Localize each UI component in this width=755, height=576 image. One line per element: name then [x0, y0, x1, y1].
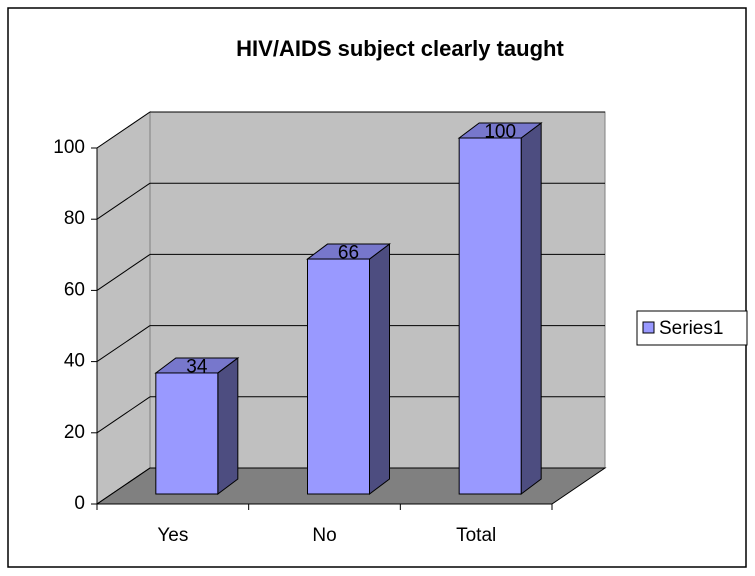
y-tick-label: 80 — [64, 208, 85, 229]
bar — [307, 258, 370, 495]
grid-line — [96, 111, 151, 149]
y-tick-label: 20 — [64, 422, 85, 443]
x-tick-label: No — [312, 525, 336, 546]
legend-label: Series1 — [659, 318, 723, 339]
bar — [155, 372, 219, 495]
bar-side — [217, 356, 239, 495]
y-tick-label: 60 — [64, 279, 85, 300]
x-tick-label: Yes — [157, 525, 188, 546]
value-label: 66 — [338, 243, 359, 264]
y-tick-label: 0 — [74, 493, 85, 514]
bar-side — [369, 243, 390, 495]
x-tick-label: Total — [456, 525, 496, 546]
grid-line — [96, 182, 151, 220]
legend-swatch — [642, 321, 655, 334]
y-tick-label: 100 — [53, 137, 85, 158]
grid-line — [96, 396, 151, 434]
legend-box — [636, 310, 748, 346]
side-wall — [96, 111, 151, 505]
bar-side — [520, 122, 542, 495]
y-tick-label: 40 — [64, 351, 85, 372]
grid-line — [96, 253, 151, 291]
grid-line — [96, 467, 151, 505]
value-label: 100 — [484, 122, 516, 143]
bar — [458, 137, 522, 495]
value-label: 34 — [186, 356, 208, 377]
chart-title: HIV/AIDS subject clearly taught — [236, 36, 564, 61]
grid-line — [96, 325, 151, 363]
